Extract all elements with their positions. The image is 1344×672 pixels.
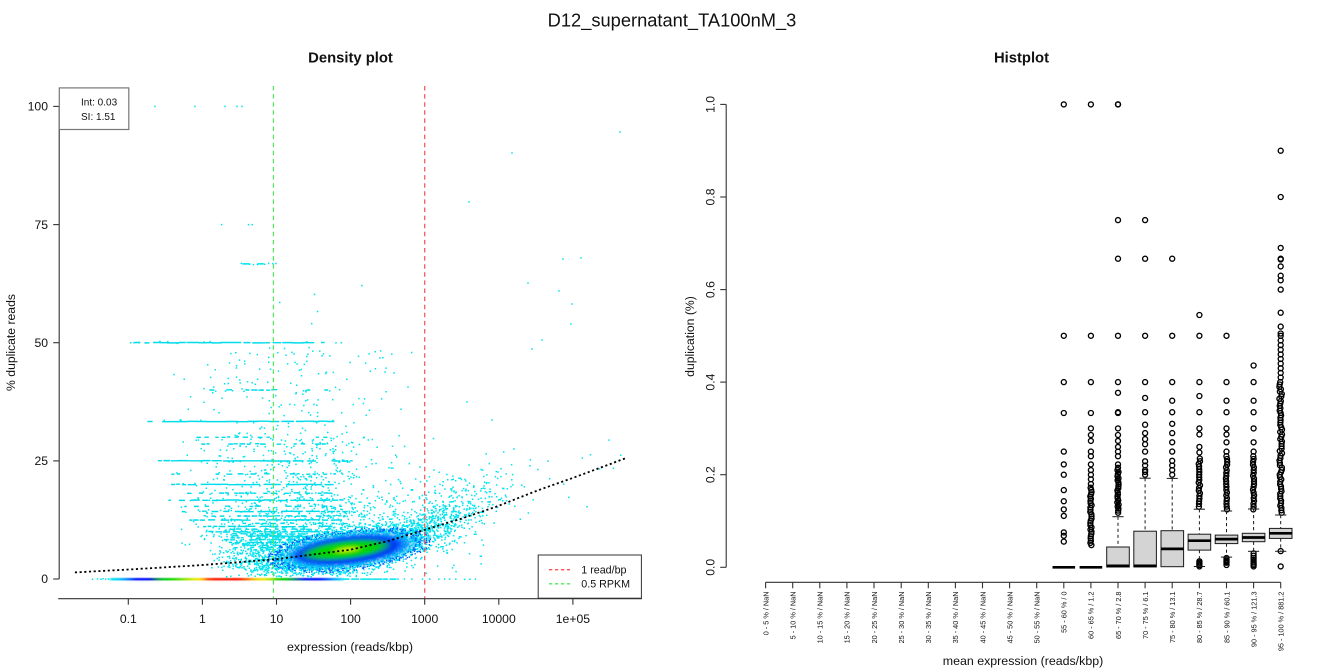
svg-text:75: 75 [34,218,48,232]
svg-text:40 - 45 % / NaN: 40 - 45 % / NaN [978,592,987,644]
svg-text:65 - 70 % / 2.8: 65 - 70 % / 2.8 [1114,592,1123,639]
svg-text:60 - 65 % / 1.2: 60 - 65 % / 1.2 [1087,592,1096,639]
svg-text:35 - 40 % / NaN: 35 - 40 % / NaN [951,592,960,644]
svg-text:0.0: 0.0 [704,559,718,576]
svg-text:1: 1 [199,612,206,626]
svg-text:85 - 90 % / 60.1: 85 - 90 % / 60.1 [1222,592,1231,644]
svg-text:10: 10 [270,612,284,626]
svg-text:0: 0 [41,572,48,586]
svg-text:5 - 10 % / NaN: 5 - 10 % / NaN [789,592,798,640]
svg-text:25 - 30 % / NaN: 25 - 30 % / NaN [897,592,906,644]
svg-text:% duplicate reads: % duplicate reads [4,294,18,391]
svg-text:0 - 5 % / NaN: 0 - 5 % / NaN [761,592,770,636]
svg-text:10000: 10000 [482,612,516,626]
svg-text:10 - 15 % / NaN: 10 - 15 % / NaN [816,592,825,644]
svg-text:0.1: 0.1 [120,612,137,626]
svg-text:0.6: 0.6 [704,281,718,298]
svg-text:0.5 RPKM: 0.5 RPKM [581,579,630,591]
svg-text:expression (reads/kbp): expression (reads/kbp) [287,640,413,654]
svg-text:duplication (%): duplication (%) [683,296,697,377]
svg-text:Histplot: Histplot [994,50,1049,66]
svg-text:45 - 50 % / NaN: 45 - 50 % / NaN [1005,592,1014,644]
svg-text:mean expression (reads/kbp): mean expression (reads/kbp) [943,654,1103,668]
svg-text:50 - 55 % / NaN: 50 - 55 % / NaN [1033,592,1042,644]
svg-text:15 - 20 % / NaN: 15 - 20 % / NaN [843,592,852,644]
svg-text:D12_supernatant_TA100nM_3: D12_supernatant_TA100nM_3 [548,9,797,31]
svg-text:30 - 35 % / NaN: 30 - 35 % / NaN [924,592,933,644]
svg-text:20 - 25 % / NaN: 20 - 25 % / NaN [870,592,879,644]
svg-text:Int: 0.03: Int: 0.03 [81,97,118,108]
svg-text:95 - 100 % / 881.2: 95 - 100 % / 881.2 [1277,592,1286,652]
svg-text:90 - 95 % / 121.3: 90 - 95 % / 121.3 [1249,592,1258,648]
svg-text:80 - 85 % / 28.7: 80 - 85 % / 28.7 [1195,592,1204,644]
svg-text:25: 25 [34,454,48,468]
svg-text:100: 100 [340,612,361,626]
svg-text:100: 100 [28,100,49,114]
svg-text:1.0: 1.0 [704,96,718,113]
svg-text:0.4: 0.4 [704,373,718,390]
svg-text:1 read/bp: 1 read/bp [581,565,626,577]
svg-text:55 - 60 % / 0: 55 - 60 % / 0 [1060,592,1069,633]
svg-text:1000: 1000 [411,612,438,626]
svg-text:1e+05: 1e+05 [556,612,590,626]
svg-text:Density plot: Density plot [308,50,393,66]
svg-text:0.8: 0.8 [704,188,718,205]
svg-text:70 - 75 % / 6.1: 70 - 75 % / 6.1 [1141,592,1150,639]
svg-text:50: 50 [34,336,48,350]
svg-text:SI: 1.51: SI: 1.51 [81,112,116,123]
svg-text:0.2: 0.2 [704,466,718,483]
svg-text:75 - 80 % / 13.1: 75 - 80 % / 13.1 [1168,592,1177,644]
